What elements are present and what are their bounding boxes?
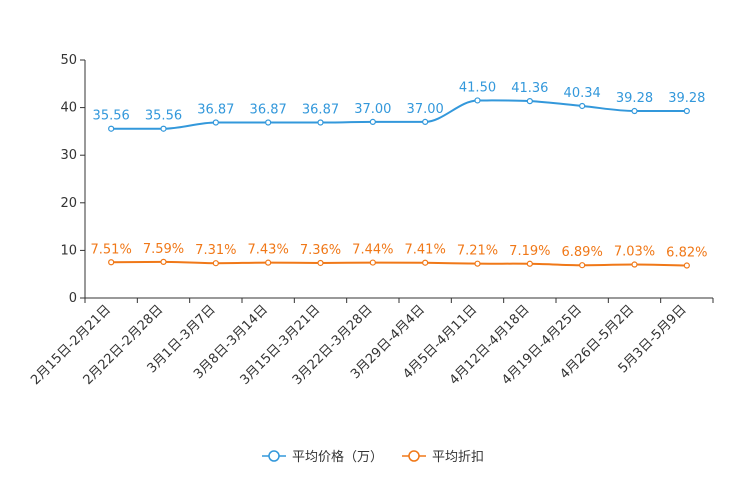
data-point[interactable] [317,259,324,267]
data-point[interactable] [265,119,272,126]
data-label: 39.28 [668,91,705,106]
data-label: 6.82% [666,246,707,261]
y-tick-label: 30 [60,148,77,163]
data-label: 37.00 [407,102,444,117]
y-tick-label: 20 [60,196,77,211]
data-label: 36.87 [302,102,339,117]
data-label: 41.36 [511,81,548,96]
data-label: 7.43% [248,243,289,258]
data-point[interactable] [579,102,586,110]
y-tick-label: 40 [60,101,77,116]
legend-item-1[interactable]: 平均折扣 [402,450,484,465]
data-point[interactable] [108,259,115,266]
data-point[interactable] [526,98,533,105]
data-label: 40.34 [564,86,601,101]
data-point[interactable] [108,125,115,132]
y-axis-ticks: 0 10 20 30 40 50 [60,53,85,306]
data-point[interactable] [212,260,219,267]
data-label: 39.28 [616,91,653,106]
data-point[interactable] [683,107,690,115]
data-point[interactable] [160,258,167,265]
series-line [111,260,687,267]
data-label: 7.44% [352,243,393,258]
data-point[interactable] [422,259,429,266]
legend-label: 平均价格（万） [292,449,383,465]
y-tick-label: 0 [69,291,77,306]
data-point[interactable] [369,259,376,266]
data-label: 6.89% [562,245,603,260]
data-point[interactable] [474,97,481,104]
data-point[interactable] [683,262,690,269]
series-line [111,99,687,130]
y-tick-label: 50 [60,53,77,68]
data-label: 35.56 [145,109,182,124]
legend-item-0[interactable]: 平均价格（万） [262,449,383,465]
data-point[interactable] [422,118,429,125]
data-label: 7.03% [614,245,655,260]
legend-marker [408,450,420,462]
series-1: 7.51% 7.59% 7.31% 7.43% 7.36% 7.44% 7.41% 7.21%… [91,242,707,269]
data-point[interactable] [265,259,272,266]
data-point[interactable] [579,262,586,269]
series-layer: 35.56 35.56 36.87 36.87 36.87 37.00 37.00 41.50… [91,80,707,269]
data-label: 7.36% [300,243,341,258]
y-tick-label: 10 [60,243,77,258]
data-label: 7.41% [405,243,446,258]
data-label: 36.87 [197,102,234,117]
legend-label: 平均折扣 [432,450,484,465]
data-label: 7.21% [457,244,498,259]
data-label: 7.19% [509,244,550,259]
data-point[interactable] [369,118,376,125]
data-point[interactable] [474,260,481,267]
series-0: 35.56 35.56 36.87 36.87 36.87 37.00 37.00 41.50… [93,80,705,132]
legend[interactable]: 平均价格（万） 平均折扣 [262,449,484,465]
data-label: 7.59% [143,242,184,257]
data-point[interactable] [317,119,324,126]
data-point[interactable] [631,261,638,268]
legend-marker [268,450,280,462]
data-point[interactable] [160,125,167,132]
x-axis-ticks: 2月15日-2月21日2月22日-2月28日3月1日-3月7日3月8日-3月14… [28,298,714,388]
data-point[interactable] [212,119,219,126]
data-point[interactable] [631,107,638,115]
data-point[interactable] [526,260,533,267]
data-label: 7.51% [91,242,132,257]
data-label: 41.50 [459,80,496,95]
data-label: 37.00 [354,102,391,117]
data-label: 36.87 [250,102,287,117]
data-label: 35.56 [93,109,130,124]
data-label: 7.31% [195,243,236,258]
